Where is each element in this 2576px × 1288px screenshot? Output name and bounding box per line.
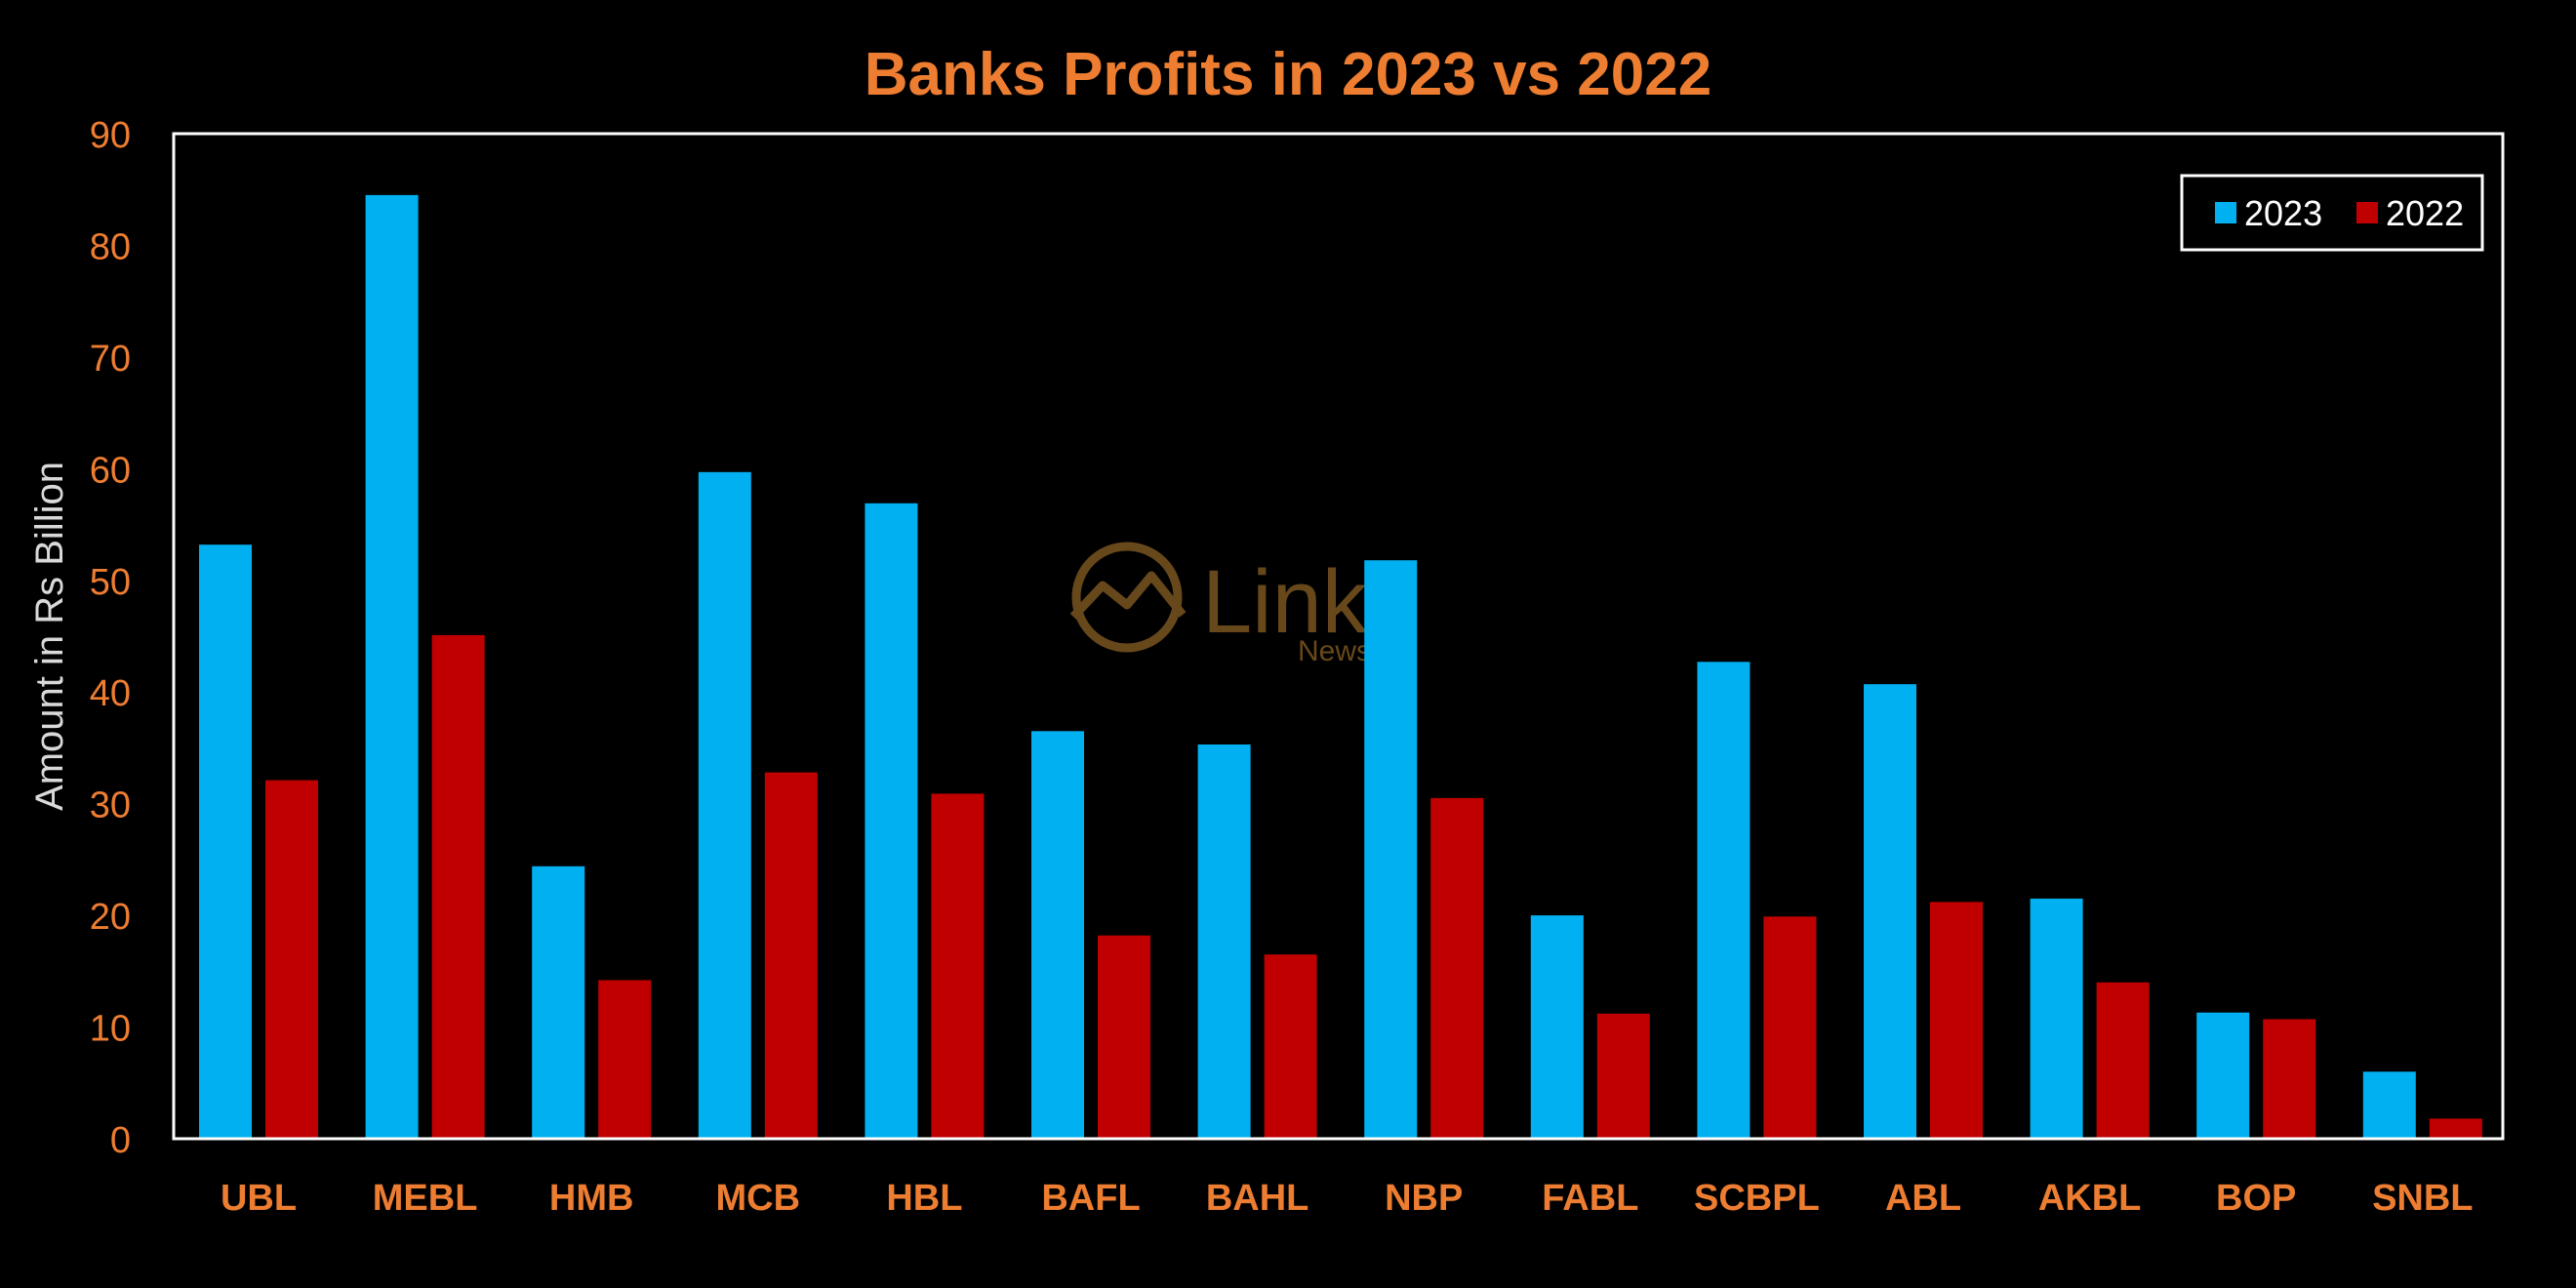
bar-hmb-2022 bbox=[598, 980, 652, 1139]
x-category-label: HBL bbox=[886, 1178, 962, 1219]
chart-line-circle-icon bbox=[1069, 542, 1187, 653]
watermark-logo: Link News bbox=[1069, 542, 1371, 667]
y-tick-label: 90 bbox=[90, 115, 131, 156]
bar-bop-2022 bbox=[2263, 1019, 2316, 1139]
bar-akbl-2023 bbox=[2030, 898, 2083, 1139]
x-category-label: AKBL bbox=[2038, 1178, 2142, 1219]
bar-snbl-2023 bbox=[2362, 1071, 2416, 1139]
bar-mcb-2023 bbox=[698, 471, 751, 1139]
bar-abl-2022 bbox=[1930, 902, 1983, 1139]
y-tick-label: 40 bbox=[90, 673, 131, 714]
y-tick-label: 80 bbox=[90, 226, 131, 267]
plot-frame bbox=[172, 132, 2505, 1141]
bar-akbl-2022 bbox=[2096, 982, 2150, 1139]
y-tick-label: 50 bbox=[90, 562, 131, 603]
bar-bafl-2023 bbox=[1031, 731, 1084, 1139]
x-category-label: MCB bbox=[716, 1178, 801, 1219]
legend-swatch-2022 bbox=[2356, 202, 2378, 223]
x-category-label: BAHL bbox=[1206, 1178, 1309, 1219]
x-category-label: BOP bbox=[2216, 1178, 2296, 1219]
legend-label-2022: 2022 bbox=[2386, 193, 2464, 233]
x-category-label: ABL bbox=[1885, 1178, 1961, 1219]
y-tick-label: 0 bbox=[110, 1120, 131, 1161]
bar-fabl-2022 bbox=[1596, 1013, 1650, 1139]
x-category-label: NBP bbox=[1385, 1178, 1463, 1219]
bar-nbp-2023 bbox=[1364, 560, 1418, 1139]
y-tick-label: 20 bbox=[90, 897, 131, 938]
chart-title: Banks Profits in 2023 vs 2022 bbox=[865, 41, 1711, 108]
y-tick-label: 60 bbox=[90, 450, 131, 491]
y-axis-ticks: 0 10 20 30 40 50 60 70 80 90 bbox=[90, 115, 131, 1161]
legend-box bbox=[2180, 174, 2484, 252]
bar-scbpl-2022 bbox=[1763, 916, 1817, 1139]
bar-scbpl-2023 bbox=[1697, 662, 1751, 1139]
bar-abl-2023 bbox=[1864, 684, 1916, 1139]
bar-bahl-2022 bbox=[1264, 954, 1317, 1139]
x-category-label: FABL bbox=[1542, 1178, 1638, 1219]
watermark-sub: News bbox=[1298, 635, 1371, 667]
bar-snbl-2022 bbox=[2429, 1118, 2482, 1139]
bar-bafl-2022 bbox=[1098, 935, 1150, 1139]
watermark-brand: Link bbox=[1202, 552, 1368, 652]
x-category-label: BAFL bbox=[1041, 1178, 1140, 1219]
bar-nbp-2022 bbox=[1430, 797, 1484, 1139]
x-category-label: HMB bbox=[549, 1178, 634, 1219]
bar-bop-2023 bbox=[2196, 1012, 2250, 1139]
y-tick-label: 10 bbox=[90, 1009, 131, 1050]
bar-fabl-2023 bbox=[1530, 915, 1584, 1139]
x-category-label: UBL bbox=[221, 1178, 297, 1219]
x-axis-categories: UBL MEBL HMB MCB HBL BAFL BAHL NBP FABL SCBPL ABL A… bbox=[221, 1178, 2474, 1219]
legend-swatch-2023 bbox=[2215, 202, 2236, 223]
bar-ubl-2022 bbox=[265, 780, 318, 1139]
bar-mebl-2022 bbox=[431, 634, 485, 1139]
x-category-label: SNBL bbox=[2372, 1178, 2473, 1219]
plot-area bbox=[199, 194, 2482, 1139]
bar-ubl-2023 bbox=[199, 544, 252, 1139]
bar-hbl-2023 bbox=[865, 503, 918, 1139]
x-category-label: MEBL bbox=[373, 1178, 478, 1219]
bar-mcb-2022 bbox=[764, 772, 818, 1139]
legend: 2023 2022 bbox=[2180, 174, 2484, 252]
bar-hmb-2023 bbox=[532, 865, 585, 1139]
bar-bahl-2023 bbox=[1197, 745, 1251, 1139]
y-axis-label: Amount in Rs Billion bbox=[28, 462, 71, 811]
y-tick-label: 70 bbox=[90, 339, 131, 380]
y-tick-label: 30 bbox=[90, 785, 131, 826]
x-category-label: SCBPL bbox=[1694, 1178, 1820, 1219]
legend-label-2023: 2023 bbox=[2244, 193, 2322, 233]
bar-hbl-2022 bbox=[931, 793, 985, 1139]
bar-mebl-2023 bbox=[365, 194, 419, 1139]
